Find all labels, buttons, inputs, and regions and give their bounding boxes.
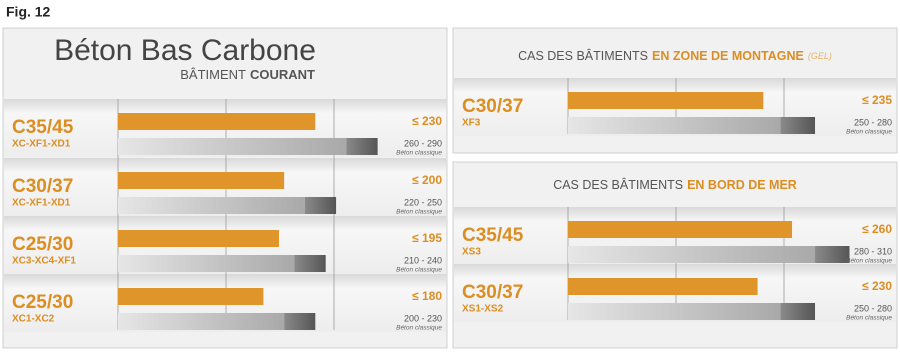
range-bar (118, 313, 285, 330)
value-label: ≤ 230 (862, 279, 892, 293)
chart-subtitle: BÂTIMENT COURANT (180, 67, 315, 82)
range-note: Béton classique (396, 267, 442, 274)
range-label: 220 - 250 (404, 197, 442, 207)
range-note: Béton classique (396, 325, 442, 332)
value-label: ≤ 260 (862, 222, 892, 236)
range-bar (118, 255, 295, 272)
range-bar (568, 303, 781, 320)
range-segment (780, 117, 816, 134)
chart-title: CAS DES BÂTIMENTS EN ZONE DE MONTAGNE (GEL… (518, 48, 832, 63)
range-bar (118, 138, 347, 155)
bar (568, 221, 793, 238)
range-segment (346, 138, 378, 155)
class-label: XS3 (462, 247, 481, 258)
bar (568, 92, 764, 109)
range-label: 250 - 280 (854, 303, 892, 313)
title-highlight: EN BORD DE MER (687, 178, 797, 192)
range-segment (284, 313, 316, 330)
range-segment (294, 255, 326, 272)
range-note: Béton classique (846, 315, 892, 322)
range-segment (304, 197, 337, 214)
range-note: Béton classique (396, 150, 442, 157)
class-label: XF3 (462, 118, 481, 129)
value-label: ≤ 235 (862, 93, 892, 107)
range-segment (815, 246, 850, 263)
range-bar (568, 117, 781, 134)
figure-label: Fig. 12 (6, 4, 51, 20)
range-segment (780, 303, 816, 320)
bar (118, 113, 316, 130)
category-label: C25/30 (12, 292, 73, 313)
category-label: C30/37 (12, 176, 73, 197)
category-label: C30/37 (462, 282, 523, 303)
bar (568, 278, 758, 295)
range-label: 210 - 240 (404, 255, 442, 265)
title-text: CAS DES BÂTIMENTS (518, 48, 648, 63)
range-note: Béton classique (846, 258, 892, 265)
class-label: XS1-XS2 (462, 304, 504, 315)
category-label: C30/37 (462, 96, 523, 117)
title-note: (GEL) (808, 51, 832, 61)
value-label: ≤ 230 (412, 114, 442, 128)
title-highlight: EN ZONE DE MONTAGNE (652, 49, 804, 63)
range-bar (118, 197, 305, 214)
chart-title: CAS DES BÂTIMENTS EN BORD DE MER (553, 177, 797, 192)
value-label: ≤ 180 (412, 289, 442, 303)
range-label: 280 - 310 (854, 246, 892, 256)
range-bar (568, 246, 816, 263)
range-note: Béton classique (846, 129, 892, 136)
title-text: CAS DES BÂTIMENTS (553, 177, 683, 192)
category-label: C35/45 (12, 117, 74, 138)
class-label: XC-XF1-XD1 (12, 139, 71, 150)
range-note: Béton classique (396, 209, 442, 216)
class-label: XC3-XC4-XF1 (12, 256, 76, 267)
subtitle-highlight: COURANT (250, 67, 315, 82)
category-label: C35/45 (462, 225, 524, 246)
bar (118, 230, 279, 247)
value-label: ≤ 195 (412, 231, 442, 245)
category-label: C25/30 (12, 234, 73, 255)
subtitle-text: BÂTIMENT (180, 67, 246, 82)
class-label: XC-XF1-XD1 (12, 198, 71, 209)
bar (118, 288, 264, 305)
bar (118, 172, 285, 189)
range-label: 260 - 290 (404, 138, 442, 148)
chart-title: Béton Bas Carbone (54, 34, 316, 67)
class-label: XC1-XC2 (12, 314, 55, 325)
value-label: ≤ 200 (412, 173, 442, 187)
range-label: 250 - 280 (854, 117, 892, 127)
range-label: 200 - 230 (404, 313, 442, 323)
